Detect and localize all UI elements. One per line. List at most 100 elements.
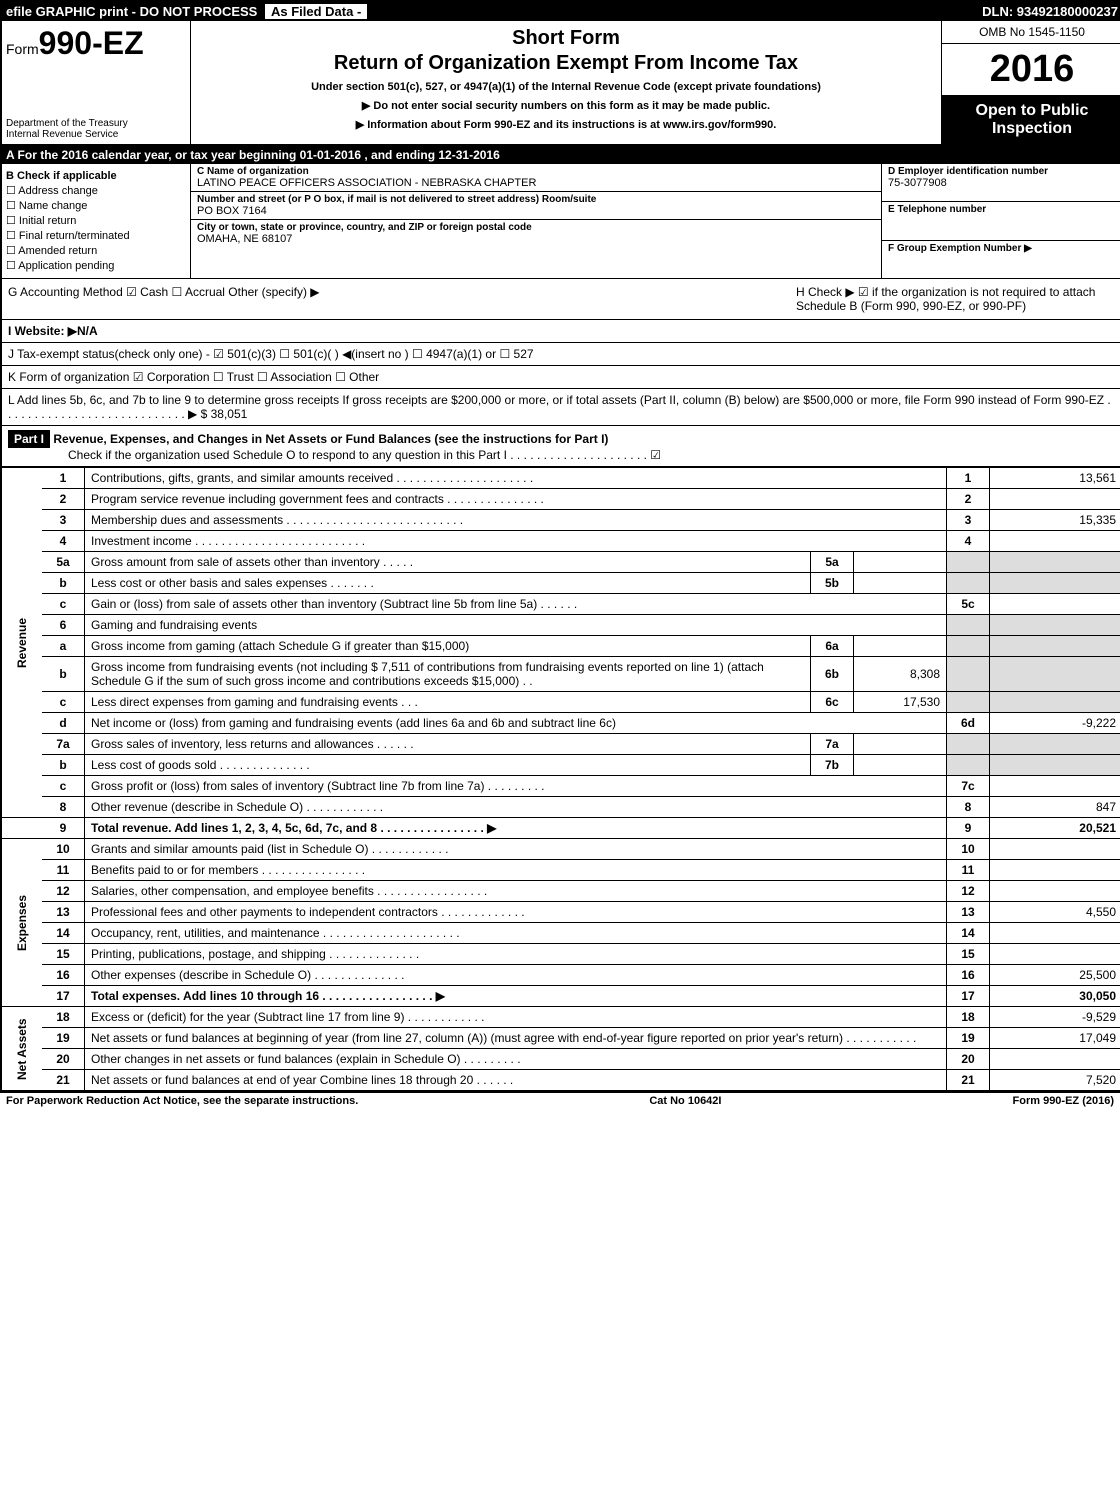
ln-6d-desc: Net income or (loss) from gaming and fun…	[85, 713, 947, 734]
ln-17-rv: 30,050	[990, 986, 1120, 1007]
ln-2-rn: 2	[947, 489, 990, 510]
ln-16-desc: Other expenses (describe in Schedule O) …	[85, 965, 947, 986]
row-j-tax-exempt: J Tax-exempt status(check only one) - ☑ …	[2, 343, 1120, 366]
ln-6d-no: d	[42, 713, 85, 734]
opt-name-change[interactable]: ☐ Name change	[6, 199, 186, 212]
ln-6a-rv	[990, 636, 1120, 657]
ln-5b-mn: 5b	[811, 573, 854, 594]
part1-label: Part I	[8, 430, 50, 448]
ln-5b-desc: Less cost or other basis and sales expen…	[85, 573, 811, 594]
ln-16-rv: 25,500	[990, 965, 1120, 986]
ln-18-rv: -9,529	[990, 1007, 1120, 1028]
opt-final-return[interactable]: ☐ Final return/terminated	[6, 229, 186, 242]
ln-5b-rn	[947, 573, 990, 594]
ln-1-no: 1	[42, 468, 85, 489]
ln-7c-rn: 7c	[947, 776, 990, 797]
row-l-gross-receipts: L Add lines 5b, 6c, and 7b to line 9 to …	[2, 389, 1120, 426]
ln-4-rn: 4	[947, 531, 990, 552]
side-net-assets: Net Assets	[2, 1007, 42, 1091]
ln-6c-no: c	[42, 692, 85, 713]
ln-5b-mv	[854, 573, 947, 594]
ln-8-rv: 847	[990, 797, 1120, 818]
part1-check: Check if the organization used Schedule …	[68, 448, 661, 462]
ln-6-rn	[947, 615, 990, 636]
addr-label: Number and street (or P O box, if mail i…	[197, 194, 875, 205]
ln-17-no: 17	[42, 986, 85, 1007]
ln-17-desc: Total expenses. Add lines 10 through 16 …	[85, 986, 947, 1007]
ln-20-rn: 20	[947, 1049, 990, 1070]
h-check: H Check ▶ ☑ if the organization is not r…	[796, 285, 1116, 313]
ln-2-rv	[990, 489, 1120, 510]
as-filed-label: As Filed Data -	[265, 4, 367, 19]
ln-6d-rv: -9,222	[990, 713, 1120, 734]
ln-9-desc: Total revenue. Add lines 1, 2, 3, 4, 5c,…	[85, 818, 947, 839]
ln-1-rv: 13,561	[990, 468, 1120, 489]
ln-16-no: 16	[42, 965, 85, 986]
opt-amended-return[interactable]: ☐ Amended return	[6, 244, 186, 257]
topbar-dln: DLN: 93492180000237	[982, 4, 1118, 19]
part1-header: Part I Revenue, Expenses, and Changes in…	[2, 426, 1120, 467]
dept-treasury: Department of the Treasury	[6, 118, 186, 129]
header-left: Form990-EZ Department of the Treasury In…	[2, 21, 191, 144]
ln-19-rn: 19	[947, 1028, 990, 1049]
title-return: Return of Organization Exempt From Incom…	[199, 52, 933, 75]
ln-18-rn: 18	[947, 1007, 990, 1028]
ln-8-no: 8	[42, 797, 85, 818]
ln-6-no: 6	[42, 615, 85, 636]
opt-initial-return[interactable]: ☐ Initial return	[6, 214, 186, 227]
ln-1-rn: 1	[947, 468, 990, 489]
ln-13-rv: 4,550	[990, 902, 1120, 923]
ln-3-no: 3	[42, 510, 85, 531]
ln-7b-mn: 7b	[811, 755, 854, 776]
topbar: efile GRAPHIC print - DO NOT PROCESS As …	[2, 2, 1120, 21]
ln-5a-mn: 5a	[811, 552, 854, 573]
ln-10-rn: 10	[947, 839, 990, 860]
sub3: ▶ Information about Form 990-EZ and its …	[199, 118, 933, 131]
ln-16-rn: 16	[947, 965, 990, 986]
row-k-org-form: K Form of organization ☑ Corporation ☐ T…	[2, 366, 1120, 389]
ln-12-rv	[990, 881, 1120, 902]
ln-7b-mv	[854, 755, 947, 776]
opt-address-change[interactable]: ☐ Address change	[6, 184, 186, 197]
topbar-left: efile GRAPHIC print - DO NOT PROCESS As …	[6, 4, 367, 19]
ln-5c-rn: 5c	[947, 594, 990, 615]
ln-21-no: 21	[42, 1070, 85, 1091]
ln-15-desc: Printing, publications, postage, and shi…	[85, 944, 947, 965]
ln-6a-rn	[947, 636, 990, 657]
ln-20-no: 20	[42, 1049, 85, 1070]
ln-17-rn: 17	[947, 986, 990, 1007]
lines-table: Revenue 1 Contributions, gifts, grants, …	[2, 467, 1120, 1091]
dept-irs: Internal Revenue Service	[6, 129, 186, 140]
header-right: OMB No 1545-1150 2016 Open to Public Ins…	[942, 21, 1120, 144]
ln-15-rn: 15	[947, 944, 990, 965]
ln-7a-desc: Gross sales of inventory, less returns a…	[85, 734, 811, 755]
ln-3-desc: Membership dues and assessments . . . . …	[85, 510, 947, 531]
ln-7b-no: b	[42, 755, 85, 776]
opt-application-pending[interactable]: ☐ Application pending	[6, 259, 186, 272]
b-title: B Check if applicable	[6, 170, 186, 182]
ln-20-rv	[990, 1049, 1120, 1070]
e-label: E Telephone number	[888, 204, 1116, 215]
ln-7a-mv	[854, 734, 947, 755]
ln-7b-rn	[947, 755, 990, 776]
check-if-applicable: B Check if applicable ☐ Address change ☐…	[2, 164, 191, 278]
tax-year: 2016	[942, 44, 1120, 96]
ln-5a-desc: Gross amount from sale of assets other t…	[85, 552, 811, 573]
ln-6b-rn	[947, 657, 990, 692]
side-spacer	[2, 818, 42, 839]
right-info: D Employer identification number 75-3077…	[881, 164, 1120, 278]
ln-9-no: 9	[42, 818, 85, 839]
org-name: LATINO PEACE OFFICERS ASSOCIATION - NEBR…	[197, 177, 875, 189]
ln-21-desc: Net assets or fund balances at end of ye…	[85, 1070, 947, 1091]
ln-11-desc: Benefits paid to or for members . . . . …	[85, 860, 947, 881]
omb-number: OMB No 1545-1150	[942, 21, 1120, 44]
footer: For Paperwork Reduction Act Notice, see …	[0, 1093, 1120, 1109]
ln-7c-rv	[990, 776, 1120, 797]
ln-15-no: 15	[42, 944, 85, 965]
ln-7c-desc: Gross profit or (loss) from sales of inv…	[85, 776, 947, 797]
ln-8-desc: Other revenue (describe in Schedule O) .…	[85, 797, 947, 818]
f-label: F Group Exemption Number ▶	[888, 243, 1116, 254]
ln-6c-rv	[990, 692, 1120, 713]
ln-18-no: 18	[42, 1007, 85, 1028]
ln-10-no: 10	[42, 839, 85, 860]
